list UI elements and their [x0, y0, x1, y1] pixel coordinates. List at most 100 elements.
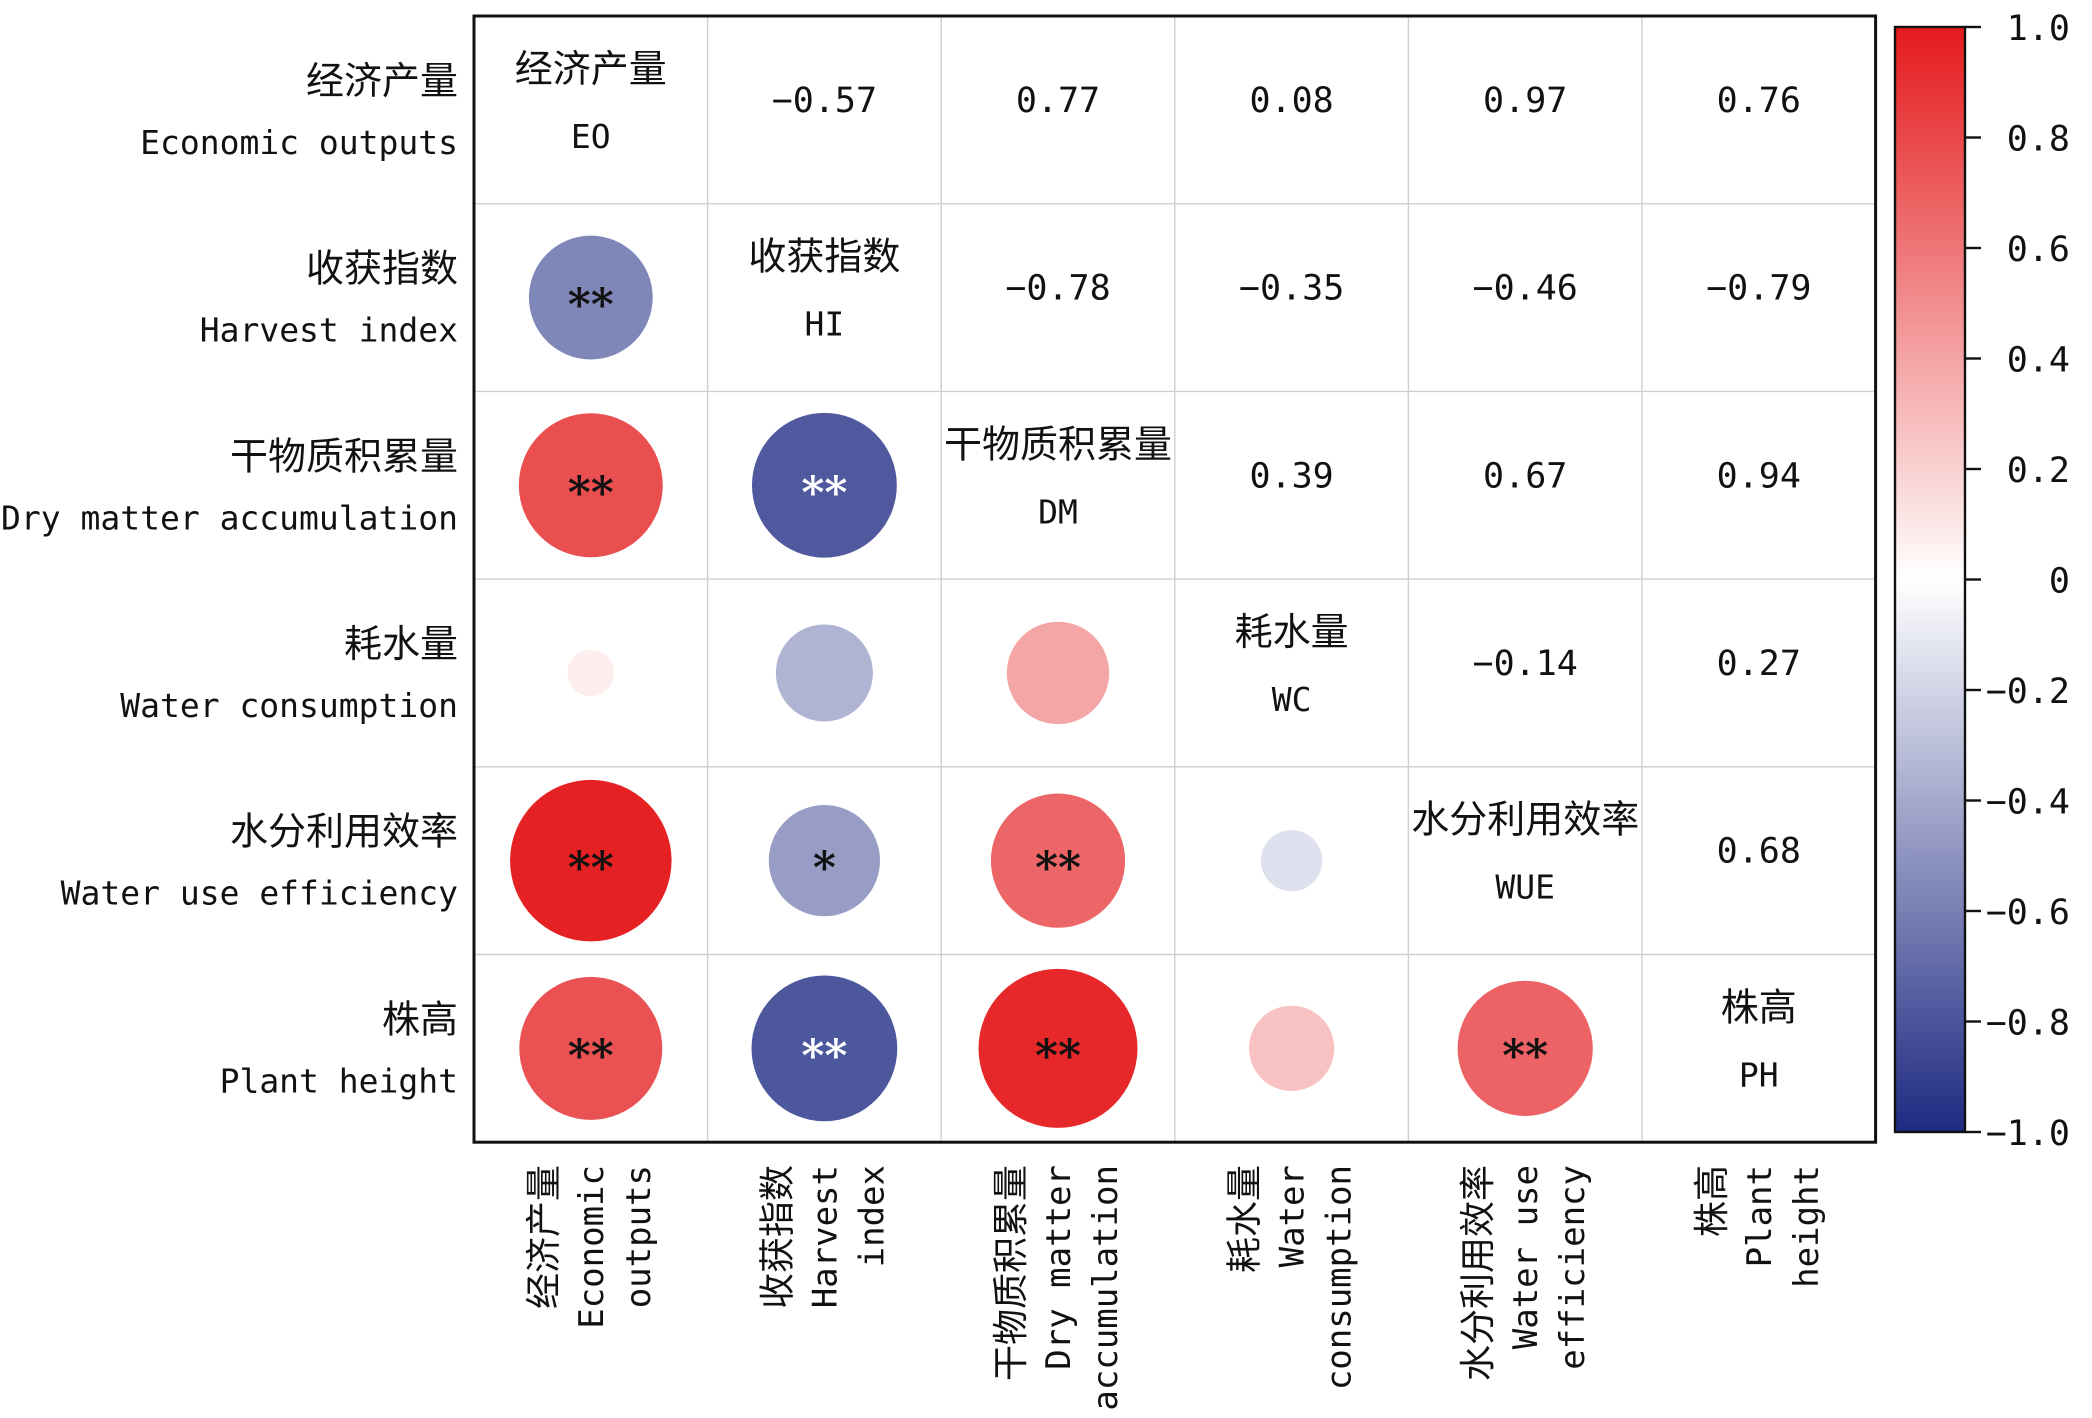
column-label-en: Water use [1506, 1165, 1546, 1349]
coefficient-label: −0.14 [1473, 644, 1578, 684]
diagonal-label-cn: 株高 [1721, 985, 1797, 1029]
diagonal-label-abbr: DM [1038, 492, 1078, 531]
row-label-cn: 收获指数 [306, 247, 458, 291]
colorbar-tick-label: −0.2 [1986, 672, 2070, 712]
column-label-cn: 水分利用效率 [1458, 1165, 1499, 1381]
correlation-circle [510, 779, 672, 942]
colorbar: 1.0 0.8 0.6 0.4 0.2 0 −0.2 −0.4 −0.6 −0.8 −1.0 [1893, 9, 2070, 1154]
correlation-circle [751, 412, 897, 558]
grid-lines [474, 16, 1876, 1143]
correlation-circle [768, 805, 881, 917]
diagonal-label-abbr: WC [1272, 680, 1312, 719]
correlation-circle [751, 975, 898, 1122]
coefficient-label: 0.97 [1483, 81, 1567, 121]
diagonal-label-abbr: WUE [1495, 868, 1555, 907]
diagonal-label-cn: 经济产量 [515, 47, 667, 91]
column-label-en: consumption [1320, 1165, 1360, 1390]
correlation-circle [990, 793, 1126, 928]
row-label-en: Dry matter accumulation [1, 498, 458, 537]
coefficient-label: 0.68 [1717, 832, 1801, 872]
significance-marker: ** [1035, 843, 1081, 894]
column-label-cn: 株高 [1692, 1165, 1733, 1237]
column-label-cn: 收获指数 [757, 1165, 798, 1309]
row-label-cn: 株高 [382, 997, 458, 1041]
coefficient-label: −0.78 [1005, 269, 1110, 309]
diagonal-label-cn: 水分利用效率 [1411, 798, 1639, 842]
colorbar-scale [1893, 25, 1967, 1134]
coefficient-label: 0.27 [1717, 644, 1801, 684]
row-label-cn: 耗水量 [344, 622, 458, 666]
coefficient-label: 0.76 [1717, 81, 1801, 121]
diagonal-label-abbr: PH [1739, 1055, 1779, 1094]
colorbar-tick-label: 0.2 [2007, 451, 2070, 491]
column-label-en: Dry matter [1039, 1165, 1079, 1370]
plot-frame [472, 14, 1878, 1144]
column-label-en: Water [1273, 1165, 1313, 1267]
column-label-en: height [1787, 1165, 1827, 1288]
row-label-en: Water consumption [120, 686, 458, 725]
column-label-en: efficiency [1553, 1165, 1593, 1370]
column-label-cn: 干物质积累量 [991, 1165, 1032, 1381]
colorbar-tick-label: −0.4 [1986, 783, 2070, 823]
diagonal-label-abbr: HI [805, 305, 845, 344]
correlation-circle [1006, 621, 1110, 725]
colorbar-tick-label: 1.0 [2007, 9, 2070, 49]
correlation-circle [978, 968, 1138, 1128]
row-label-en: Economic outputs [140, 123, 458, 162]
diagonal-label-cn: 耗水量 [1235, 610, 1349, 654]
coefficient-label: −0.35 [1239, 269, 1344, 309]
diagonal-label-cn: 收获指数 [748, 235, 900, 279]
coefficient-label: 0.77 [1016, 81, 1100, 121]
column-label-en: index [852, 1165, 892, 1267]
diagonal-label-abbr: EO [571, 117, 611, 156]
column-label-en: accumulation [1086, 1165, 1126, 1411]
colorbar-tick-label: 0.4 [2007, 341, 2070, 381]
significance-marker: ** [801, 467, 847, 518]
coefficient-label: −0.57 [772, 81, 877, 121]
coefficient-label: −0.79 [1706, 269, 1811, 309]
significance-marker: ** [568, 467, 614, 518]
row-label-cn: 经济产量 [306, 59, 458, 103]
row-labels: 经济产量 Economic outputs 收获指数 Harvest index 干物质… [1, 59, 458, 1100]
colorbar-tick-label: 0 [2049, 562, 2070, 602]
column-labels: 经济产量 Economic outputs 收获指数 Harvest index 干物质积累… [524, 1165, 1827, 1411]
colorbar-tick-label: 0.8 [2007, 120, 2070, 160]
column-label-cn: 经济产量 [524, 1165, 565, 1309]
correlation-circle [1260, 829, 1323, 892]
row-label-cn: 水分利用效率 [230, 810, 458, 854]
significance-marker: ** [1502, 1030, 1548, 1081]
significance-marker: ** [801, 1030, 847, 1081]
column-label-cn: 耗水量 [1225, 1165, 1266, 1273]
colorbar-tick-label: 0.6 [2007, 230, 2070, 270]
coefficient-label: 0.08 [1249, 81, 1333, 121]
correlation-circle [775, 624, 873, 722]
column-label-en: Economic [572, 1165, 612, 1329]
row-label-en: Water use efficiency [61, 874, 458, 913]
significance-marker: ** [1035, 1030, 1081, 1081]
column-label-en: Plant [1740, 1165, 1780, 1267]
diagonal-labels: 经济产量 EO 收获指数 HI 干物质积累量 DM 耗水量 WC 水分利用效率 WUE 株高 PH [515, 47, 1797, 1094]
correlation-circle [528, 235, 653, 360]
correlation-circle [1248, 1005, 1335, 1091]
significance-marker: ** [568, 280, 614, 331]
lower-circles: **** **** * **** ** ** ** [510, 235, 1593, 1128]
coefficient-label: 0.67 [1483, 456, 1567, 496]
significance-marker: ** [568, 843, 614, 894]
colorbar-tick-label: −0.6 [1986, 893, 2070, 933]
row-label-cn: 干物质积累量 [230, 434, 458, 478]
row-label-en: Plant height [220, 1061, 458, 1100]
correlation-circle [1457, 980, 1593, 1116]
column-label-en: Harvest [805, 1165, 845, 1308]
correlation-circle [519, 976, 663, 1120]
significance-marker: ** [568, 1030, 614, 1081]
row-label-en: Harvest index [200, 311, 458, 350]
coefficient-label: 0.94 [1717, 456, 1801, 496]
diagonal-label-cn: 干物质积累量 [944, 422, 1172, 466]
coefficient-label: −0.46 [1473, 269, 1578, 309]
correlation-circle [567, 649, 614, 697]
colorbar-tick-label: −0.8 [1986, 1004, 2070, 1044]
correlation-circle [518, 413, 663, 558]
colorbar-tick-label: −1.0 [1986, 1114, 2070, 1154]
